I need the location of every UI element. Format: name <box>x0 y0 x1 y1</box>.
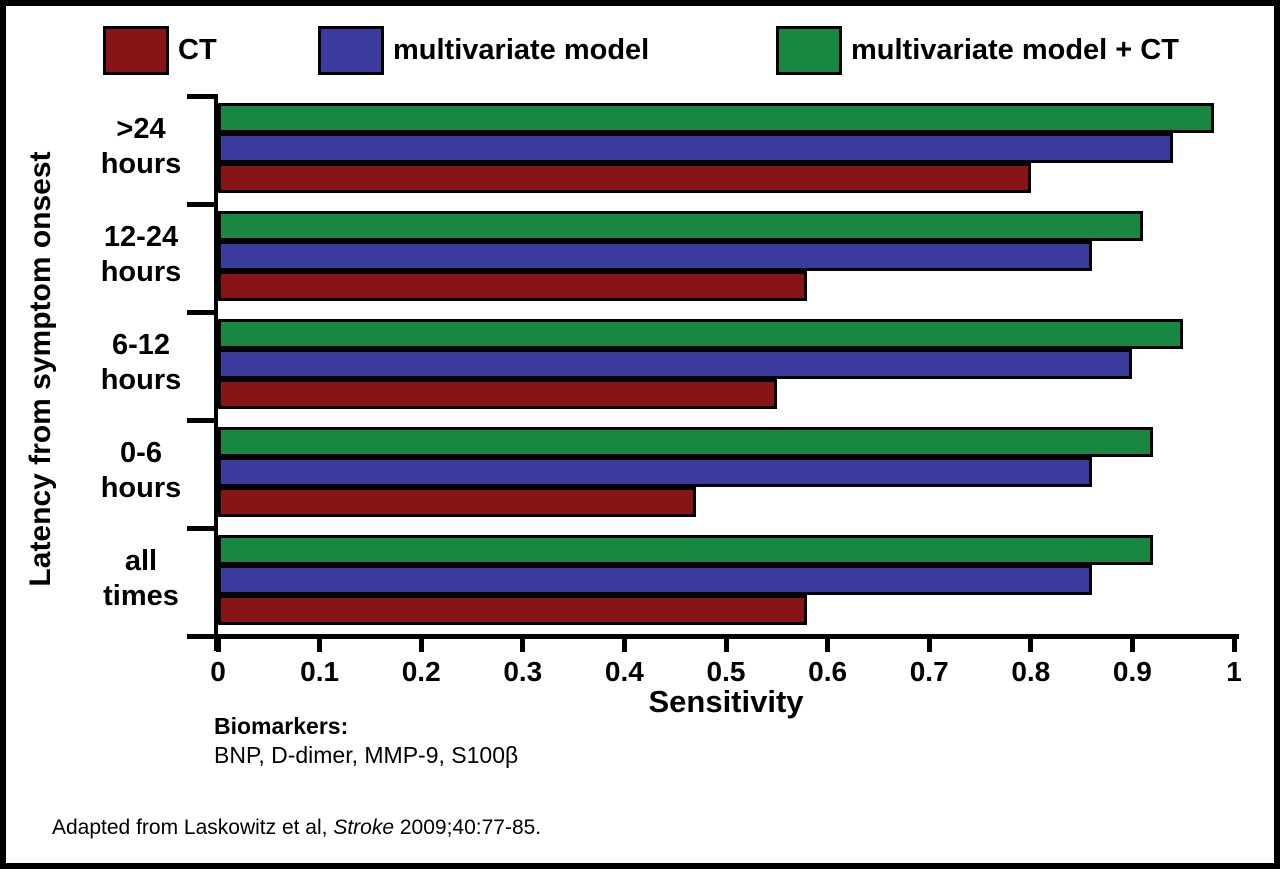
x-axis-tick-label: 0 <box>210 656 226 687</box>
x-axis-tick <box>926 639 932 652</box>
x-axis-tick <box>1231 639 1237 652</box>
bar-multivariate-model--24-hours <box>218 133 1174 163</box>
x-axis-tick <box>1129 639 1135 652</box>
bar-ct-all-times <box>218 595 808 625</box>
x-axis-tick-label: 0.2 <box>401 656 441 687</box>
legend-item-multivariate-model-ct: multivariate model + CT <box>776 26 1179 75</box>
citation: Adapted from Laskowitz et al, Stroke 200… <box>52 816 541 840</box>
bar-ct-12-24-hours <box>218 271 808 301</box>
bar-multivariate-model-12-24-hours <box>218 241 1092 271</box>
x-axis-tick <box>621 639 627 652</box>
y-axis-tick <box>187 202 214 207</box>
x-axis-tick-label: 1 <box>1226 656 1242 687</box>
biomarkers-list: BNP, D-dimer, MMP-9, S100β <box>214 742 519 768</box>
legend-label-multivariate-model-ct: multivariate model + CT <box>851 34 1179 66</box>
x-axis-tick <box>418 639 424 652</box>
bar-ct--24-hours <box>218 163 1031 193</box>
x-axis-tick-label: 0.3 <box>503 656 543 687</box>
category-label-6-12-hours: 6-12 hours <box>100 329 182 396</box>
y-axis-tick <box>187 94 214 99</box>
x-axis-tick <box>1028 639 1034 652</box>
x-axis-line <box>187 634 1239 639</box>
category-label-12-24-hours: 12-24 hours <box>100 221 182 288</box>
bar-ct-6-12-hours <box>218 379 777 409</box>
y-axis-tick <box>187 526 214 531</box>
x-axis-tick-label: 0.8 <box>1011 656 1051 687</box>
multivariate-model-ct-color-swatch <box>776 26 842 75</box>
multivariate-model-color-swatch <box>318 26 384 75</box>
plot-area: 0 0.1 0.2 0.3 0.4 0.5 0.6 0.7 0.8 0.9 1 <box>187 94 1242 687</box>
bar-multivariate-model-ct-12-24-hours <box>218 211 1143 241</box>
ct-color-swatch <box>103 26 169 75</box>
x-axis-tick-label: 0.9 <box>1112 656 1152 687</box>
category-label-all-times: all times <box>103 545 179 612</box>
x-axis-tick <box>520 639 526 652</box>
x-axis-tick-label: 0.4 <box>604 656 644 687</box>
x-axis-title: Sensitivity <box>648 684 804 719</box>
bar-multivariate-model-0-6-hours <box>218 457 1092 487</box>
x-axis-tick <box>723 639 729 652</box>
x-axis-tick <box>317 639 323 652</box>
bar-multivariate-model-6-12-hours <box>218 349 1133 379</box>
citation-prefix: Adapted from Laskowitz et al, <box>52 816 334 839</box>
legend-item-ct: CT <box>103 26 217 75</box>
category-label-0-6-hours: 0-6 hours <box>100 437 182 504</box>
bar-multivariate-model-ct--24-hours <box>218 103 1214 133</box>
bar-multivariate-model-ct-all-times <box>218 535 1153 565</box>
citation-suffix: 2009;40:77-85. <box>394 816 542 839</box>
y-axis-tick <box>187 418 214 423</box>
biomarkers-note: Biomarkers: BNP, D-dimer, MMP-9, S100β <box>214 712 518 770</box>
x-axis-tick-label: 0.5 <box>706 656 746 687</box>
citation-journal: Stroke <box>333 816 395 839</box>
legend-label-ct: CT <box>178 34 217 66</box>
legend-label-multivariate-model: multivariate model <box>393 34 650 66</box>
bar-multivariate-model-ct-0-6-hours <box>218 427 1153 457</box>
bar-ct-0-6-hours <box>218 487 696 517</box>
x-axis-tick-label: 0.1 <box>300 656 340 687</box>
legend-item-multivariate-model: multivariate model <box>318 26 649 75</box>
y-axis-line <box>214 94 218 651</box>
bar-multivariate-model-all-times <box>218 565 1092 595</box>
biomarkers-title: Biomarkers: <box>214 713 349 739</box>
x-axis-tick-label: 0.7 <box>909 656 949 687</box>
bar-multivariate-model-ct-6-12-hours <box>218 319 1184 349</box>
y-axis-title: Latency from symptom onsest <box>24 151 57 587</box>
category-label--24-hours: >24 hours <box>100 113 182 180</box>
x-axis-tick <box>825 639 831 652</box>
x-axis-tick-label: 0.6 <box>808 656 848 687</box>
y-axis-tick <box>187 310 214 315</box>
x-axis-tick <box>215 639 221 652</box>
